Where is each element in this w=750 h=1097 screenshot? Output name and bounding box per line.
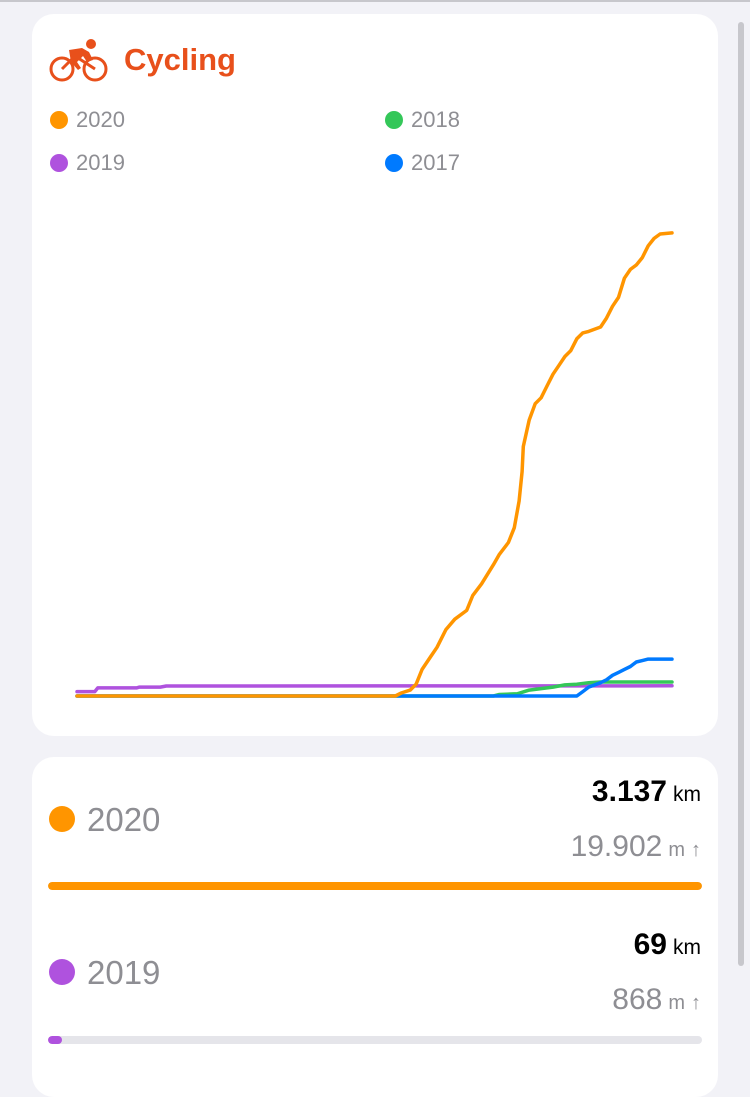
distance-value: 3.137 [591, 775, 667, 808]
legend-dot [50, 154, 68, 172]
scrollbar[interactable] [738, 22, 744, 966]
card-title: Cycling [124, 42, 236, 77]
progress-fill [48, 1036, 63, 1044]
distance-unit: km [673, 783, 701, 806]
cycling-chart-card: Cycling 2020 2018 2019 2017 [32, 14, 718, 736]
elevation-up-arrow-icon: ↑ [691, 992, 701, 1014]
elevation-unit: m [668, 839, 685, 861]
cumulative-distance-chart [75, 231, 674, 698]
series-line-2020 [75, 231, 674, 698]
elevation-value: 868 [612, 983, 663, 1016]
progress-fill [48, 882, 702, 890]
card-header: Cycling [49, 38, 236, 82]
legend-label: 2018 [411, 107, 460, 132]
progress-track [48, 1036, 702, 1044]
year-label: 2019 [87, 954, 161, 991]
yearly-stats-card: 2020 3.137 km 19.902 m ↑ 2019 69 km 868 … [32, 757, 718, 1097]
legend-item-2020: 2020 [50, 107, 125, 133]
elevation-unit: m [668, 992, 685, 1014]
legend-dot [385, 154, 403, 172]
year-label: 2020 [87, 801, 161, 838]
legend-dot [50, 111, 68, 129]
year-dot [49, 959, 75, 985]
legend-label: 2020 [76, 107, 125, 132]
distance-value: 69 [633, 928, 667, 961]
series-line-2019 [75, 684, 674, 694]
elevation-value: 19.902 [570, 830, 663, 863]
legend-label: 2019 [76, 150, 125, 175]
distance-unit: km [673, 936, 701, 959]
cycling-icon [49, 39, 108, 82]
elevation-total: 868 m ↑ [612, 983, 701, 1017]
legend-item-2018: 2018 [385, 107, 460, 133]
progress-track [48, 882, 702, 890]
series-line-2018 [75, 680, 674, 698]
distance-total: 3.137 km [592, 775, 701, 809]
legend-item-2019: 2019 [50, 150, 125, 176]
year-dot [49, 806, 75, 832]
elevation-up-arrow-icon: ↑ [691, 839, 701, 861]
legend-item-2017: 2017 [385, 150, 460, 176]
top-divider [0, 0, 750, 2]
legend-dot [385, 111, 403, 129]
distance-total: 69 km [634, 928, 701, 962]
elevation-total: 19.902 m ↑ [571, 830, 701, 864]
series-line-2017 [75, 657, 674, 698]
legend-label: 2017 [411, 150, 460, 175]
